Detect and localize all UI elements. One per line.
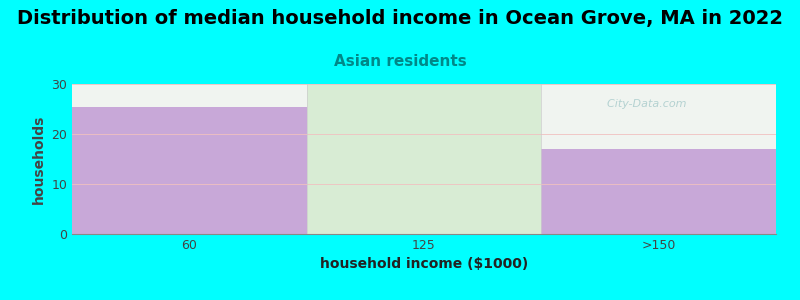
Bar [72, 106, 306, 234]
Bar [306, 84, 542, 234]
X-axis label: household income ($1000): household income ($1000) [320, 257, 528, 272]
Text: Asian residents: Asian residents [334, 54, 466, 69]
Text: Distribution of median household income in Ocean Grove, MA in 2022: Distribution of median household income … [17, 9, 783, 28]
Text: City-Data.com: City-Data.com [600, 99, 686, 109]
Y-axis label: households: households [32, 114, 46, 204]
Bar [542, 149, 776, 234]
